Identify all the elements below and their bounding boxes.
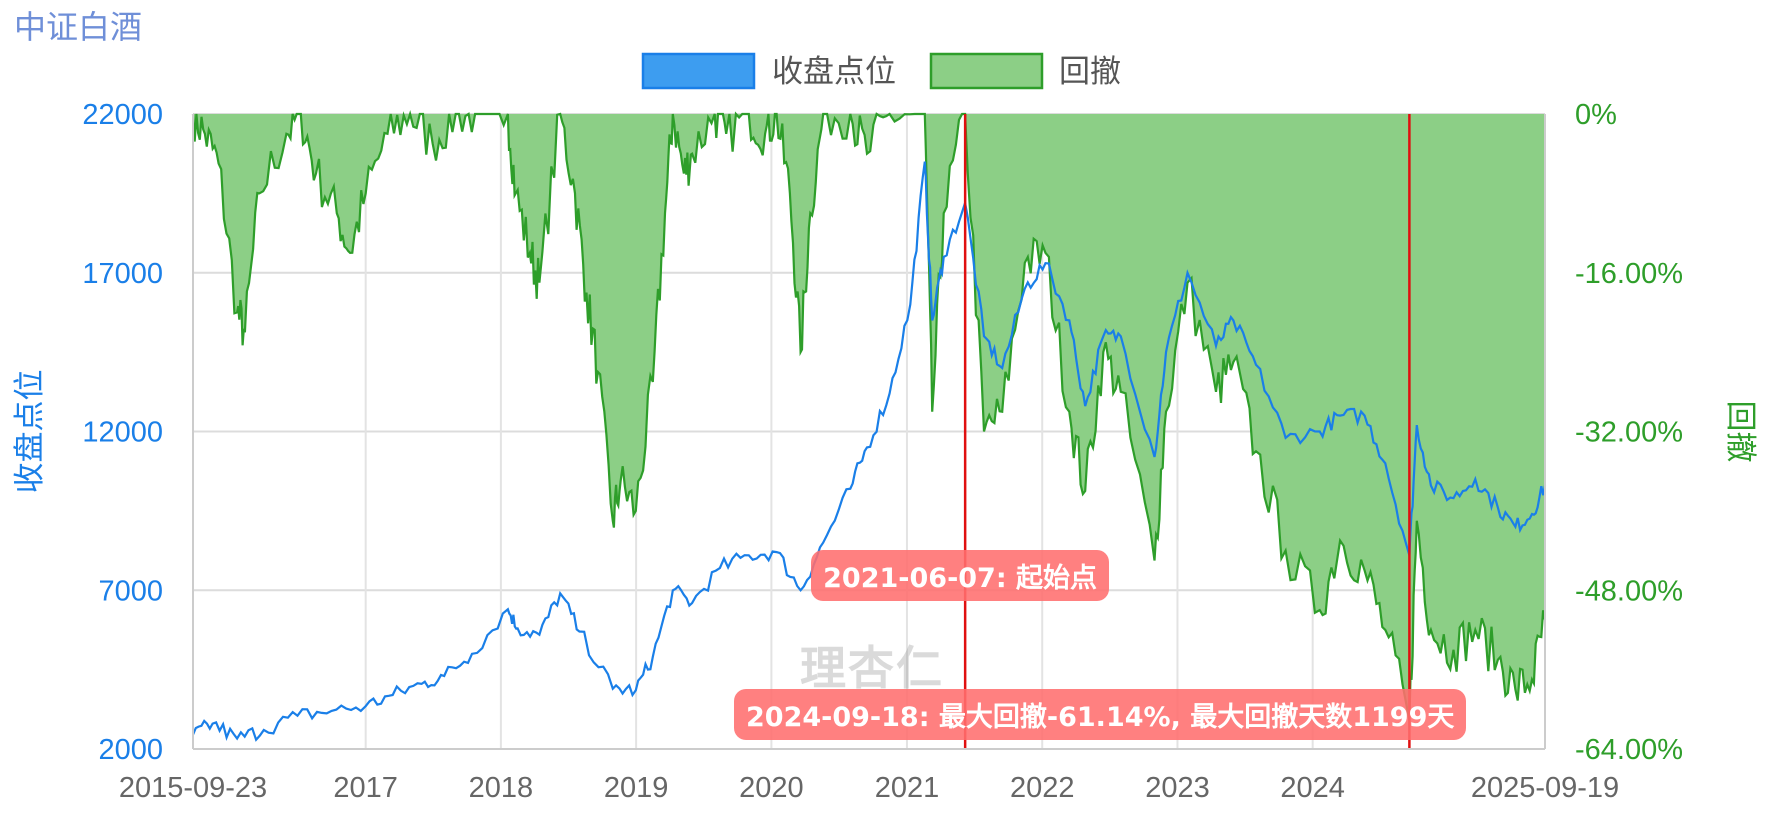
- drawdown-area: [193, 114, 1545, 721]
- x-tick-label: 2017: [333, 772, 398, 804]
- price-line: [191, 161, 1547, 742]
- y-right-tick-label: -64.00%: [1575, 734, 1683, 766]
- legend-price-swatch: [641, 52, 756, 90]
- legend-drawdown-swatch: [929, 52, 1044, 90]
- y-left-tick-label: 2000: [98, 734, 163, 766]
- y-right-tick-label: -32.00%: [1575, 417, 1683, 449]
- y-left-tick-label: 22000: [82, 99, 163, 131]
- watermark: 理杏仁: [800, 641, 944, 695]
- drawdown-series: [191, 109, 1547, 721]
- x-tick-label: 2023: [1145, 772, 1210, 804]
- x-tick-label: 2020: [739, 772, 804, 804]
- chart-title: 中证白酒: [14, 8, 143, 46]
- axes: 22000 17000 12000 7000 2000 0% -16.00% -32.00% -…: [12, 99, 1758, 804]
- x-tick-label: 2018: [469, 772, 534, 804]
- y-left-tick-label: 7000: [98, 575, 163, 607]
- y-left-tick-label: 12000: [82, 417, 163, 449]
- price-series: [191, 161, 1547, 742]
- markers: [963, 114, 1411, 749]
- drawdown-line: [191, 109, 1547, 721]
- x-tick-label: 2021: [875, 772, 940, 804]
- y-right-axis-title: 回撤: [1722, 401, 1758, 463]
- legend-drawdown-label: 回撤: [1059, 54, 1121, 90]
- x-tick-label: 2024: [1280, 772, 1345, 804]
- y-right-tick-label: 0%: [1575, 99, 1617, 131]
- y-left-tick-label: 17000: [82, 258, 163, 290]
- annotation-max-drawdown: 2024-09-18: 最大回撤-61.14%, 最大回撤天数1199天: [734, 689, 1467, 740]
- legend[interactable]: 收盘点位 回撤: [641, 52, 1121, 90]
- x-tick-label: 2025-09-19: [1471, 772, 1619, 804]
- y-right-tick-label: -16.00%: [1575, 258, 1683, 290]
- annotation-start-point: 2021-06-07: 起始点: [811, 550, 1110, 601]
- y-left-axis-title: 收盘点位: [12, 370, 48, 494]
- x-tick-label: 2015-09-23: [119, 772, 267, 804]
- y-right-tick-label: -48.00%: [1575, 575, 1683, 607]
- x-tick-label: 2022: [1010, 772, 1075, 804]
- legend-price-label: 收盘点位: [772, 54, 896, 90]
- x-tick-label: 2019: [604, 772, 669, 804]
